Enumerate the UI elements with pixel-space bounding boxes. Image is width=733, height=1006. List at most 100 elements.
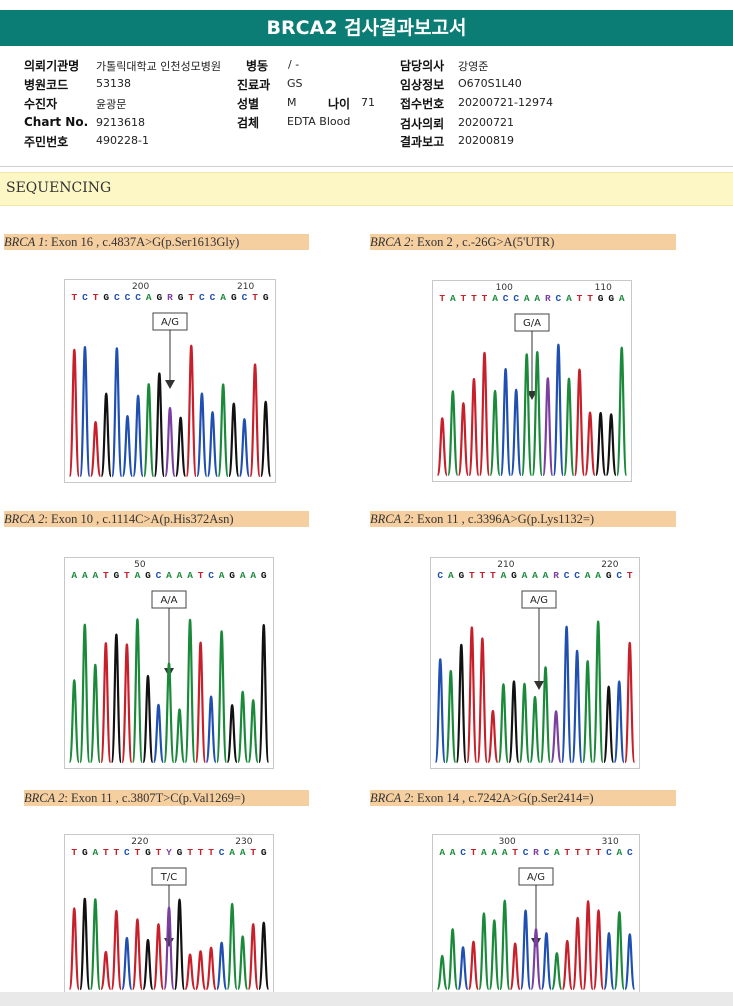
peak [110, 633, 123, 764]
peak [592, 620, 604, 764]
base-letter: T [490, 570, 496, 581]
institution-value: 가톨릭대학교 인천성모병원 [96, 60, 221, 73]
peak [142, 938, 154, 991]
base-letter: R [545, 293, 551, 304]
receipt-no-value: 20200721-12974 [458, 96, 553, 109]
specimen-label: 검체 [237, 116, 260, 130]
gene-name: BRCA 2 [4, 512, 45, 526]
peak [518, 682, 531, 764]
peak [605, 413, 618, 477]
peak [132, 394, 144, 478]
peak [163, 906, 175, 991]
peak [498, 899, 511, 991]
variant-caption-1: BRCA 1: Exon 16 , c.4837A>G(p.Ser1613Gly… [4, 234, 309, 250]
base-letter: A [166, 570, 172, 581]
peak [508, 680, 520, 764]
peak [78, 623, 91, 764]
peak [531, 350, 544, 477]
base-letter: A [534, 293, 540, 304]
sequencing-section-header: SEQUENCING [0, 172, 733, 206]
peak [594, 411, 607, 477]
chart-no-value: 9213618 [96, 116, 145, 129]
base-letter: T [439, 293, 445, 304]
base-letter: C [82, 292, 88, 303]
peak [444, 670, 457, 764]
peak [194, 950, 207, 991]
base-letter: R [167, 292, 173, 303]
variant-desc: : Exon 14 , c.7242A>G(p.Ser2414=) [410, 791, 594, 805]
peak [89, 898, 102, 991]
position-number: 310 [602, 837, 619, 847]
peak [552, 343, 565, 477]
base-letter: A [71, 570, 77, 581]
peak [152, 923, 165, 991]
peak [121, 643, 133, 764]
base-letter: C [556, 293, 562, 304]
base-letter: T [471, 847, 477, 858]
variant-panel-1: BRCA 1: Exon 16 , c.4837A>G(p.Ser1613Gly… [4, 234, 314, 486]
peak [436, 417, 449, 477]
peak [446, 390, 459, 477]
base-letter: A [448, 570, 454, 581]
base-letter: A [566, 293, 572, 304]
base-letter: A [92, 847, 98, 858]
peak [478, 912, 490, 991]
base-letter: G [145, 847, 151, 858]
ward-value: / - [288, 58, 300, 71]
peak [257, 921, 270, 991]
genotype-call-text: A/A [160, 595, 177, 606]
base-letter: T [575, 847, 581, 858]
base-letter: T [156, 847, 162, 858]
peak [592, 909, 605, 991]
genotype-call-text: A/G [527, 872, 545, 883]
peak [615, 346, 628, 477]
gene-name: BRCA 2 [370, 791, 411, 805]
base-letter: T [71, 292, 77, 303]
base-letter: A [617, 847, 623, 858]
variant-caption-4: BRCA 2: Exon 11 , c.3396A>G(p.Lys1132=) [370, 511, 676, 527]
peak [205, 695, 217, 764]
base-letter: T [482, 293, 488, 304]
peak [174, 416, 187, 478]
base-letter: T [71, 847, 77, 858]
peak [173, 898, 186, 991]
base-letter: A [481, 847, 487, 858]
report-date-value: 20200819 [458, 134, 514, 147]
peak [519, 909, 532, 991]
pointer-arrowhead [164, 938, 174, 947]
variant-desc: : Exon 11 , c.3807T>C(p.Val1269=) [64, 791, 246, 805]
gene-name: BRCA 2 [370, 512, 411, 526]
peak [487, 709, 499, 764]
chromatogram-4: C A G T T T A G A A A R C C A A G C T 210 220 A/G [430, 557, 640, 769]
peak [206, 411, 219, 478]
clinical-info-value: O670S1L40 [458, 77, 522, 90]
genotype-call-text: T/C [160, 872, 177, 883]
peak [163, 662, 175, 764]
peak [247, 923, 260, 991]
peak [194, 641, 207, 764]
base-letter: G [606, 570, 612, 581]
peak [185, 344, 198, 478]
base-letter: T [480, 570, 486, 581]
base-letter: A [250, 570, 256, 581]
base-letter: T [198, 847, 204, 858]
base-letter: A [543, 570, 549, 581]
peak [153, 372, 166, 478]
base-letter: G [263, 292, 269, 303]
peak [466, 626, 478, 764]
peak [613, 910, 626, 991]
peak [100, 392, 113, 478]
base-letter: T [103, 847, 109, 858]
peak [529, 695, 541, 764]
peak [100, 950, 112, 991]
base-letter: C [242, 292, 248, 303]
peak [455, 643, 468, 764]
department-label: 진료과 [237, 78, 271, 92]
peak [434, 658, 447, 764]
peak [509, 942, 521, 991]
base-letter: C [460, 847, 466, 858]
physician-value: 강영준 [458, 60, 489, 73]
peak [142, 383, 155, 478]
